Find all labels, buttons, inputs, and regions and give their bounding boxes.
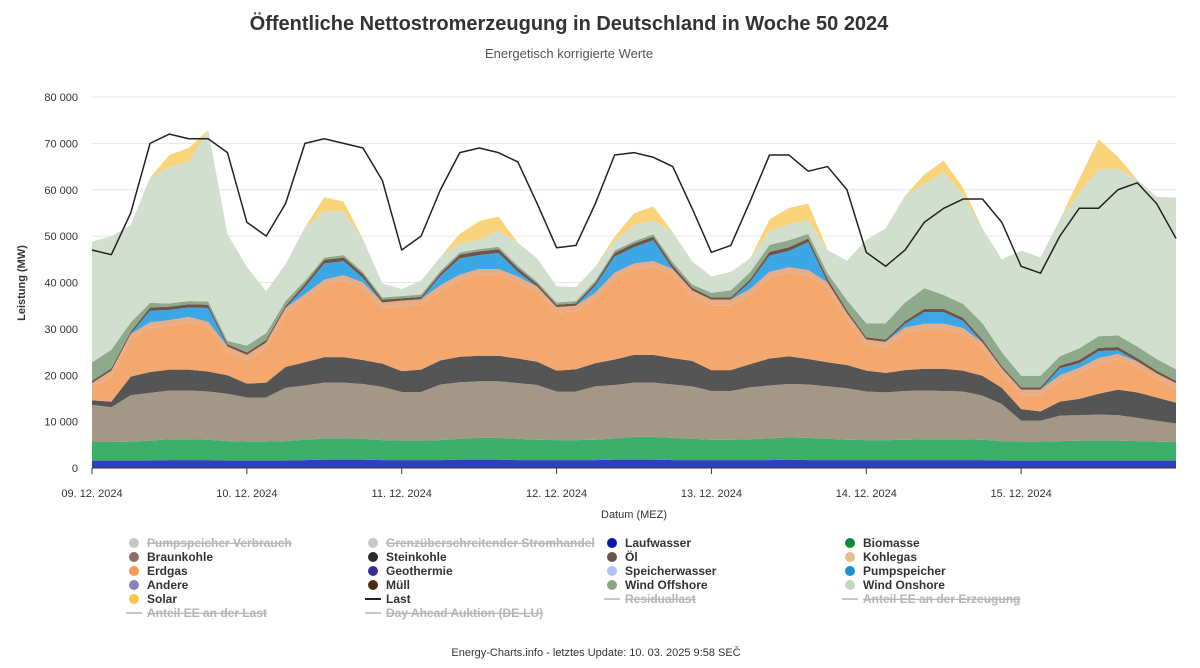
area-wind-onshore[interactable] [92,129,1176,376]
chart-subtitle: Energetisch korrigierte Werte [485,46,653,61]
legend-swatch [607,580,617,590]
legend-item[interactable]: Wind Onshore [845,578,945,592]
legend-label: Day Ahead Auktion (DE-LU) [386,606,543,620]
stacked-areas[interactable] [92,129,1176,468]
x-tick-label: 09. 12. 2024 [61,488,122,500]
legend-item[interactable]: Residuallast [604,592,696,606]
x-tick-label: 11. 12. 2024 [372,488,432,500]
legend-swatch [845,566,855,576]
y-tick-label: 10 000 [44,417,78,429]
legend-label: Solar [147,592,177,606]
y-tick-label: 70 000 [44,138,78,150]
y-tick-label: 40 000 [44,278,78,290]
legend-label: Speicherwasser [625,564,717,578]
legend-item[interactable]: Speicherwasser [607,564,717,578]
legend-label: Wind Onshore [863,578,945,592]
legend-swatch [845,580,855,590]
legend-label: Steinkohle [386,550,447,564]
legend-label: Wind Offshore [625,578,708,592]
x-tick-label: 10. 12. 2024 [216,488,277,500]
legend-item[interactable]: Andere [129,578,189,592]
y-tick-label: 0 [72,463,78,475]
legend-swatch [845,538,855,548]
legend-item[interactable]: Geothermie [368,564,453,578]
x-axis-ticks: 09. 12. 2024 10. 12. 2024 11. 12. 2024 12. … [61,468,1052,500]
legend-item[interactable]: Day Ahead Auktion (DE-LU) [365,606,543,620]
legend-item[interactable]: Last [365,592,411,606]
legend-item[interactable]: Braunkohle [129,550,213,564]
legend-item[interactable]: Erdgas [129,564,188,578]
legend-label: Grenzüberschreitender Stromhandel [386,536,595,550]
y-tick-label: 50 000 [44,231,78,243]
legend-swatch [845,552,855,562]
legend-label: Pumpspeicher Verbrauch [147,536,292,550]
legend-label: Residuallast [625,592,696,606]
legend-label: Last [386,592,411,606]
legend-item[interactable]: Steinkohle [368,550,447,564]
chart-title: Öffentliche Nettostromerzeugung in Deuts… [250,12,890,35]
legend-swatch [368,552,378,562]
legend-item[interactable]: Öl [607,549,638,564]
legend-item[interactable]: Laufwasser [607,536,691,550]
legend-swatch [129,580,139,590]
legend-item[interactable]: Pumpspeicher [845,564,946,578]
x-tick-label: 15. 12. 2024 [991,488,1052,500]
legend-swatch [368,538,378,548]
legend-swatch [368,566,378,576]
area-biomasse[interactable] [92,436,1176,461]
legend-label: Müll [386,578,410,592]
x-tick-label: 12. 12. 2024 [526,488,587,500]
legend-swatch [129,552,139,562]
legend[interactable]: Pumpspeicher Verbrauch Grenzüberschreiten… [126,536,1020,620]
line-series[interactable] [91,133,1177,274]
legend-label: Andere [147,578,189,592]
legend-item[interactable]: Biomasse [845,536,920,550]
x-tick-label: 14. 12. 2024 [836,488,897,500]
y-tick-label: 60 000 [44,185,78,197]
legend-label: Braunkohle [147,550,213,564]
legend-item[interactable]: Anteil EE an der Erzeugung [842,592,1020,606]
legend-item[interactable]: Müll [368,578,410,592]
legend-label: Pumpspeicher [863,564,946,578]
legend-swatch [129,566,139,576]
legend-label: Anteil EE an der Last [147,606,267,620]
area-muell[interactable] [92,261,1176,396]
legend-label: Biomasse [863,536,920,550]
legend-swatch [129,594,139,604]
legend-swatch [368,580,378,590]
area-oel[interactable] [92,236,1176,390]
x-tick-label: 13. 12. 2024 [681,488,742,500]
footer-credit: Energy-Charts.info - letztes Update: 10.… [451,646,740,659]
area-wind-offshore[interactable] [92,233,1176,388]
legend-swatch [607,566,617,576]
legend-label: Anteil EE an der Erzeugung [863,592,1020,606]
legend-swatch [607,538,617,548]
legend-item[interactable]: Grenzüberschreitender Stromhandel [368,536,595,550]
legend-item[interactable]: Wind Offshore [607,578,708,592]
area-steinkohle[interactable] [92,354,1176,424]
area-erdgas[interactable] [92,266,1176,412]
legend-label: Öl [625,549,638,564]
legend-swatch [129,538,139,548]
legend-label: Erdgas [147,564,188,578]
y-tick-label: 80 000 [44,92,78,104]
x-axis-title: Datum (MEZ) [601,509,667,521]
legend-label: Laufwasser [625,536,691,550]
legend-label: Geothermie [386,564,453,578]
legend-item[interactable]: Solar [129,592,177,606]
area-laufwasser[interactable] [92,459,1176,468]
y-axis-ticks: 0 10 000 20 000 30 000 40 000 50 000 60 000 70 … [44,92,78,475]
legend-item[interactable]: Pumpspeicher Verbrauch [129,536,292,550]
y-axis-title: Leistung (MW) [16,245,28,321]
legend-item[interactable]: Kohlegas [845,550,917,564]
y-tick-label: 20 000 [44,370,78,382]
legend-swatch [607,552,617,562]
area-braunkohle[interactable] [92,381,1176,443]
legend-item[interactable]: Anteil EE an der Last [126,606,267,620]
legend-label: Kohlegas [863,550,917,564]
y-tick-label: 30 000 [44,324,78,336]
line-last[interactable] [91,133,1177,274]
